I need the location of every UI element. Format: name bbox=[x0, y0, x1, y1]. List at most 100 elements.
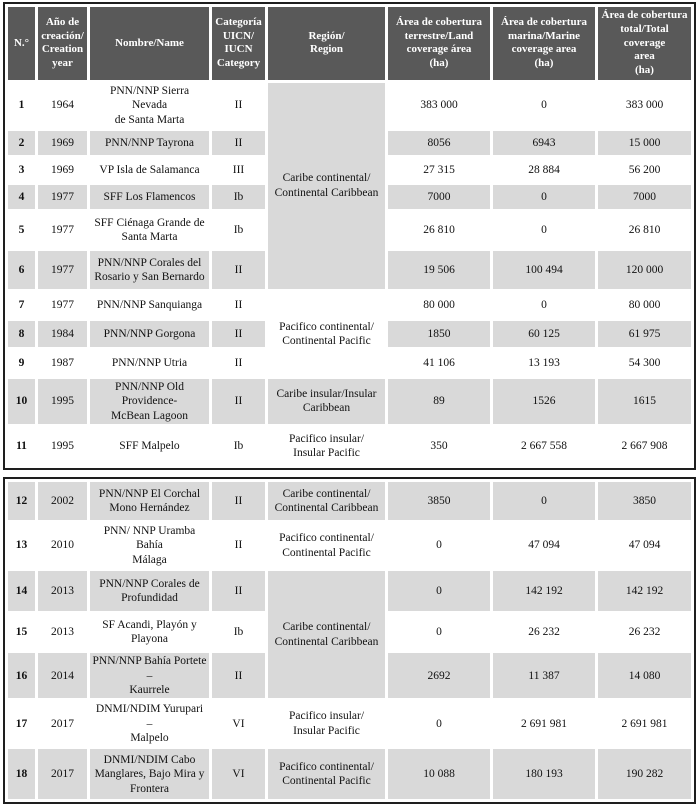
region-cell: Caribe continental/ Continental Caribbea… bbox=[268, 482, 385, 520]
year-cell: 1995 bbox=[38, 378, 87, 424]
table-row: 3 1969 VP Isla de Salamanca III 27 315 2… bbox=[8, 157, 691, 182]
land-area-cell: 0 bbox=[388, 571, 490, 612]
year-cell: 1977 bbox=[38, 250, 87, 289]
row-number-cell: 5 bbox=[8, 211, 35, 248]
row-number-cell: 18 bbox=[8, 749, 35, 800]
row-number-cell: 11 bbox=[8, 427, 35, 465]
row-number-cell: 6 bbox=[8, 250, 35, 289]
year-cell: 2010 bbox=[38, 523, 87, 569]
table-row: 17 2017 DNMI/NDIM Yurupari – Malpelo VI … bbox=[8, 701, 691, 747]
marine-area-cell: 6943 bbox=[493, 130, 595, 155]
total-area-cell: 26 232 bbox=[598, 614, 691, 651]
land-area-cell: 383 000 bbox=[388, 82, 490, 128]
total-area-cell: 2 667 908 bbox=[598, 427, 691, 465]
name-cell: PNN/NNP Sanquianga bbox=[90, 291, 209, 318]
year-cell: 1995 bbox=[38, 427, 87, 465]
name-cell: PNN/NNP Corales de Profundidad bbox=[90, 571, 209, 612]
land-area-cell: 8056 bbox=[388, 130, 490, 155]
name-cell: SFF Malpelo bbox=[90, 427, 209, 465]
col-header-number: N.° bbox=[8, 7, 35, 80]
name-cell: PNN/NNP Gorgona bbox=[90, 320, 209, 347]
year-cell: 2017 bbox=[38, 701, 87, 747]
land-area-cell: 26 810 bbox=[388, 211, 490, 248]
total-area-cell: 120 000 bbox=[598, 250, 691, 289]
name-cell: SFF Los Flamencos bbox=[90, 184, 209, 209]
row-number-cell: 17 bbox=[8, 701, 35, 747]
name-cell: VP Isla de Salamanca bbox=[90, 157, 209, 182]
year-cell: 1977 bbox=[38, 211, 87, 248]
category-cell: Ib bbox=[212, 614, 265, 651]
year-cell: 2002 bbox=[38, 482, 87, 520]
name-cell: DNMI/NDIM Cabo Manglares, Bajo Mira y Fr… bbox=[90, 749, 209, 800]
marine-area-cell: 1526 bbox=[493, 378, 595, 424]
total-area-cell: 80 000 bbox=[598, 291, 691, 318]
row-number-cell: 16 bbox=[8, 653, 35, 699]
region-cell: Caribe insular/Insular Caribbean bbox=[268, 378, 385, 424]
marine-area-cell: 100 494 bbox=[493, 250, 595, 289]
land-area-cell: 350 bbox=[388, 427, 490, 465]
table-row: 11 1995 SFF Malpelo Ib Pacifico insular/… bbox=[8, 427, 691, 465]
name-cell: SF Acandi, Playón y Playona bbox=[90, 614, 209, 651]
table-row: 4 1977 SFF Los Flamencos Ib 7000 0 7000 bbox=[8, 184, 691, 209]
year-cell: 2013 bbox=[38, 614, 87, 651]
table-row: 9 1987 PNN/NNP Utria II 41 106 13 193 54… bbox=[8, 349, 691, 376]
protected-areas-table-part1: N.° Año de creación/ Creation year Nombr… bbox=[3, 2, 696, 470]
total-area-cell: 15 000 bbox=[598, 130, 691, 155]
year-cell: 1969 bbox=[38, 157, 87, 182]
marine-area-cell: 26 232 bbox=[493, 614, 595, 651]
row-number-cell: 12 bbox=[8, 482, 35, 520]
name-cell: PNN/NNP El Corchal Mono Hernández bbox=[90, 482, 209, 520]
total-area-cell: 47 094 bbox=[598, 523, 691, 569]
year-cell: 1964 bbox=[38, 82, 87, 128]
category-cell: II bbox=[212, 378, 265, 424]
col-header-creation-year: Año de creación/ Creation year bbox=[38, 7, 87, 80]
name-cell: PNN/NNP Bahía Portete – Kaurrele bbox=[90, 653, 209, 699]
table-row: 18 2017 DNMI/NDIM Cabo Manglares, Bajo M… bbox=[8, 749, 691, 800]
row-number-cell: 7 bbox=[8, 291, 35, 318]
land-area-cell: 0 bbox=[388, 701, 490, 747]
table-row: 16 2014 PNN/NNP Bahía Portete – Kaurrele… bbox=[8, 653, 691, 699]
land-area-cell: 19 506 bbox=[388, 250, 490, 289]
col-header-name: Nombre/Name bbox=[90, 7, 209, 80]
total-area-cell: 2 691 981 bbox=[598, 701, 691, 747]
name-cell: SFF Ciénaga Grande de Santa Marta bbox=[90, 211, 209, 248]
category-cell: VI bbox=[212, 749, 265, 800]
row-number-cell: 1 bbox=[8, 82, 35, 128]
name-cell: PNN/NNP Corales del Rosario y San Bernar… bbox=[90, 250, 209, 289]
table-row: 13 2010 PNN/ NNP Uramba Bahía Málaga II … bbox=[8, 523, 691, 569]
marine-area-cell: 0 bbox=[493, 211, 595, 248]
category-cell: II bbox=[212, 571, 265, 612]
land-area-cell: 0 bbox=[388, 523, 490, 569]
name-cell: PNN/NNP Old Providence- McBean Lagoon bbox=[90, 378, 209, 424]
row-number-cell: 3 bbox=[8, 157, 35, 182]
land-area-cell: 2692 bbox=[388, 653, 490, 699]
total-area-cell: 1615 bbox=[598, 378, 691, 424]
region-cell: Caribe continental/ Continental Caribbea… bbox=[268, 571, 385, 699]
total-area-cell: 14 080 bbox=[598, 653, 691, 699]
land-area-cell: 41 106 bbox=[388, 349, 490, 376]
table-row: 14 2013 PNN/NNP Corales de Profundidad I… bbox=[8, 571, 691, 699]
name-cell: PNN/NNP Utria bbox=[90, 349, 209, 376]
row-number-cell: 10 bbox=[8, 378, 35, 424]
category-cell: II bbox=[212, 291, 265, 318]
marine-area-cell: 47 094 bbox=[493, 523, 595, 569]
table-row: 2 1969 PNN/NNP Tayrona II 8056 6943 15 0… bbox=[8, 130, 691, 155]
marine-area-cell: 2 691 981 bbox=[493, 701, 595, 747]
year-cell: 1987 bbox=[38, 349, 87, 376]
category-cell: II bbox=[212, 82, 265, 128]
marine-area-cell: 142 192 bbox=[493, 571, 595, 612]
category-cell: II bbox=[212, 523, 265, 569]
land-area-cell: 7000 bbox=[388, 184, 490, 209]
total-area-cell: 26 810 bbox=[598, 211, 691, 248]
category-cell: II bbox=[212, 349, 265, 376]
region-cell: Caribe continental/ Continental Caribbea… bbox=[268, 82, 385, 289]
marine-area-cell: 28 884 bbox=[493, 157, 595, 182]
year-cell: 2014 bbox=[38, 653, 87, 699]
total-area-cell: 383 000 bbox=[598, 82, 691, 128]
row-number-cell: 2 bbox=[8, 130, 35, 155]
table-row: 10 1995 PNN/NNP Old Providence- McBean L… bbox=[8, 378, 691, 424]
table-row: 15 2013 SF Acandi, Playón y Playona Ib 0… bbox=[8, 614, 691, 651]
region-cell: Pacifico insular/ Insular Pacific bbox=[268, 701, 385, 747]
marine-area-cell: 2 667 558 bbox=[493, 427, 595, 465]
total-area-cell: 190 282 bbox=[598, 749, 691, 800]
